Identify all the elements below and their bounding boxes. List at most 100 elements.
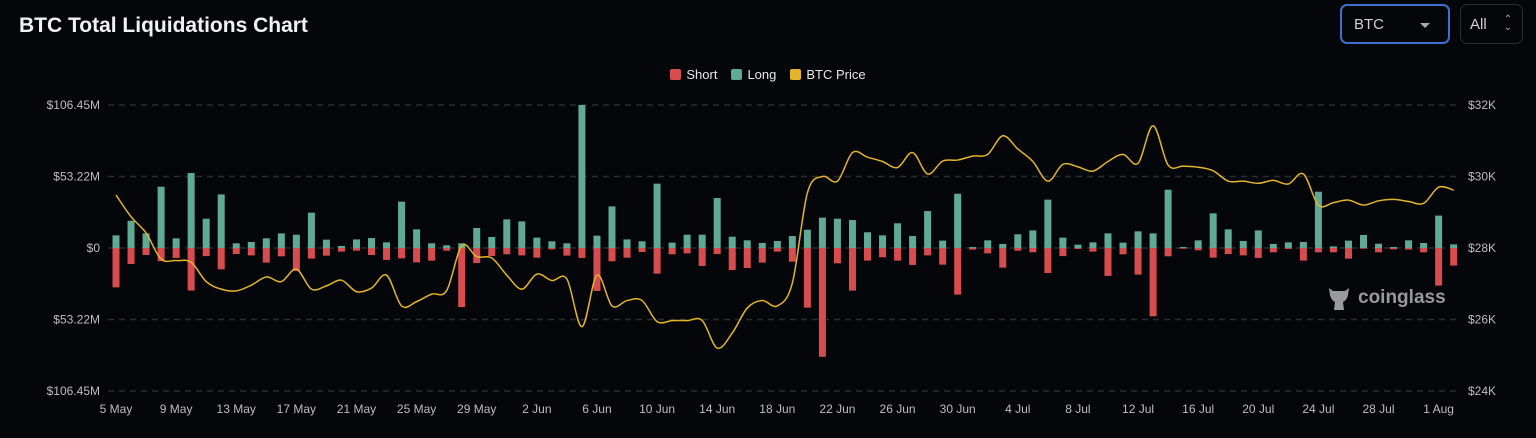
long-bar — [803, 229, 811, 248]
long-bar — [1344, 240, 1352, 248]
short-bar — [894, 248, 902, 261]
short-bar — [1405, 248, 1413, 250]
short-bar — [217, 248, 225, 270]
x-axis-tick: 28 Jul — [1363, 402, 1395, 416]
short-bar — [1164, 248, 1172, 257]
legend-item-long[interactable]: Long — [731, 67, 776, 82]
long-bar — [247, 241, 255, 248]
long-bar — [773, 241, 781, 248]
long-bar — [1149, 233, 1157, 248]
right-axis-tick: $30K — [1468, 170, 1496, 184]
short-bar — [608, 248, 616, 262]
short-bar — [428, 248, 436, 261]
long-bar — [1074, 244, 1082, 248]
short-bar — [924, 248, 932, 256]
short-bar — [1149, 248, 1157, 317]
right-axis-tick: $28K — [1468, 241, 1496, 255]
chart-legend: Short Long BTC Price — [0, 67, 1536, 82]
short-bar — [172, 248, 180, 258]
long-bar — [683, 234, 691, 248]
short-bar — [322, 248, 330, 256]
short-bar — [112, 248, 120, 288]
x-axis-tick: 17 May — [277, 402, 316, 416]
x-axis-tick: 14 Jun — [699, 402, 735, 416]
legend-label: BTC Price — [806, 67, 866, 82]
short-bar — [1074, 248, 1082, 249]
long-bar — [939, 240, 947, 248]
long-bar — [788, 236, 796, 248]
long-bar — [428, 243, 436, 248]
short-bar — [383, 248, 391, 260]
range-select-value: All — [1470, 15, 1487, 33]
long-bar — [413, 229, 421, 248]
short-bar — [368, 248, 376, 255]
short-bar — [398, 248, 406, 259]
x-axis-tick: 29 May — [457, 402, 496, 416]
x-axis-tick: 16 Jul — [1182, 402, 1214, 416]
long-bar — [1104, 233, 1112, 248]
x-axis-tick: 12 Jul — [1122, 402, 1154, 416]
short-bar — [1359, 248, 1367, 249]
short-bar — [909, 248, 917, 265]
legend-item-price[interactable]: BTC Price — [790, 67, 866, 82]
long-bar — [187, 173, 195, 248]
short-bar — [833, 248, 841, 264]
short-bar — [803, 248, 811, 308]
long-bar — [1029, 230, 1037, 248]
long-bar — [1254, 230, 1262, 248]
long-bar — [969, 247, 977, 248]
right-axis-tick: $32K — [1468, 98, 1496, 112]
short-bar — [247, 248, 255, 256]
long-bar — [1435, 215, 1443, 248]
short-bar — [623, 248, 631, 258]
coin-select[interactable]: BTC — [1340, 4, 1450, 44]
short-bar — [142, 248, 150, 255]
x-axis-tick: 18 Jun — [759, 402, 795, 416]
long-bar — [142, 233, 150, 248]
x-axis-tick: 4 Jul — [1005, 402, 1030, 416]
short-bar — [352, 248, 360, 251]
short-bar — [1044, 248, 1052, 273]
short-bar — [232, 248, 240, 255]
legend-item-short[interactable]: Short — [670, 67, 717, 82]
short-bar — [413, 248, 421, 263]
x-axis-tick: 1 Aug — [1423, 402, 1454, 416]
long-bar — [322, 239, 330, 248]
short-bar — [698, 248, 706, 267]
short-bar — [1254, 248, 1262, 258]
long-bar — [503, 219, 511, 248]
long-bar — [578, 105, 586, 248]
long-bar — [1239, 241, 1247, 248]
short-bar — [1134, 248, 1142, 275]
x-axis-tick: 22 Jun — [819, 402, 855, 416]
x-axis-tick: 5 May — [100, 402, 133, 416]
long-bar — [1194, 240, 1202, 248]
range-select[interactable]: All ⌃ ⌄ — [1460, 4, 1523, 44]
short-bar — [187, 248, 195, 291]
short-bar — [1450, 248, 1458, 266]
short-bar — [548, 248, 556, 250]
left-axis-tick: $53.22M — [53, 170, 100, 184]
coinglass-watermark: coinglass — [1326, 284, 1446, 312]
long-bar — [833, 218, 841, 248]
short-bar — [954, 248, 962, 295]
long-bar — [398, 201, 406, 248]
short-bar — [743, 248, 751, 269]
long-bar — [563, 243, 571, 248]
short-swatch — [670, 69, 682, 80]
long-bar — [127, 220, 135, 248]
left-axis-tick: $106.45M — [47, 384, 100, 398]
long-bar — [112, 235, 120, 248]
short-bar — [157, 248, 165, 262]
legend-label: Long — [747, 67, 777, 82]
long-bar — [984, 240, 992, 248]
short-bar — [864, 248, 871, 261]
long-bar — [593, 235, 601, 248]
long-bar — [217, 194, 225, 248]
short-bar — [1179, 248, 1187, 249]
short-bar — [1420, 248, 1428, 253]
page-title: BTC Total Liquidations Chart — [19, 14, 308, 37]
long-bar — [337, 245, 345, 248]
short-bar — [262, 248, 270, 263]
